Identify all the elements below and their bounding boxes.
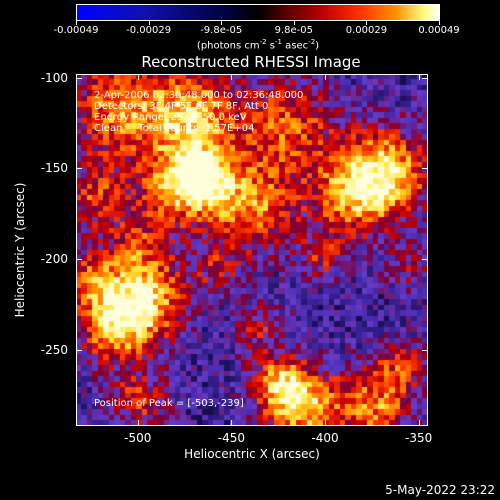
info-detectors: Detectors: 3F 4F 5F 6F 7F 8F, Att 0 (94, 101, 269, 112)
y-tick (422, 168, 428, 170)
x-tick-label: -450 (217, 431, 246, 445)
y-tick-label: -150 (40, 161, 68, 176)
colorbar-tick-label: 0.00049 (418, 25, 460, 36)
peak-position-label: Position of Peak = [-503,-239] (94, 398, 244, 409)
colorbar (76, 4, 440, 21)
y-tick (76, 349, 82, 351)
info-time-range: 2-Apr-2006 02:30:48.000 to 02:36:48.000 (94, 90, 304, 101)
colorbar-tick (221, 21, 223, 25)
colorbar-units: (photons cm-2 s-1 asec-2) (196, 38, 320, 52)
x-tick-label: -500 (124, 431, 152, 445)
y-tick-label: -100 (40, 70, 68, 85)
colorbar-tick (439, 21, 440, 25)
x-tick-label: -400 (311, 431, 339, 445)
x-tick (418, 420, 420, 426)
footer-date: 5-May-2022 23:22 (385, 483, 495, 497)
colorbar-tick-label: -0.00029 (126, 25, 172, 36)
y-tick (422, 349, 428, 351)
x-tick (325, 74, 327, 80)
x-tick (231, 74, 233, 80)
info-energy-range: Energy Range: 25.0 - 50.0 keV (94, 112, 247, 123)
y-axis-label: Heliocentric Y (arcsec) (13, 182, 27, 318)
x-tick (137, 420, 139, 426)
info-clean-counts: Clean Total counts: 1.57E+04 (94, 123, 255, 134)
x-tick-label: -350 (405, 431, 433, 445)
y-tick (422, 77, 428, 79)
colorbar-tick-label: 0.00029 (345, 25, 388, 36)
plot-title: Reconstructed RHESSI Image (141, 53, 361, 71)
y-tick (76, 77, 82, 79)
x-tick (418, 74, 420, 80)
colorbar-tick (366, 21, 368, 25)
colorbar-tick (148, 21, 150, 25)
x-tick (231, 420, 233, 426)
colorbar-tick (293, 21, 295, 25)
y-tick (422, 259, 428, 261)
colorbar-tick-label: -0.00049 (53, 25, 99, 36)
colorbar-tick-label: 9.8e-05 (274, 25, 313, 36)
x-axis-label: Heliocentric X (arcsec) (184, 447, 320, 461)
x-tick (325, 420, 327, 426)
y-tick (76, 168, 82, 170)
rhessi-image-heatmap (76, 74, 428, 426)
y-tick (76, 259, 82, 261)
colorbar-tick (76, 21, 77, 25)
colorbar-tick-label: -9.8e-05 (200, 25, 243, 36)
x-tick (137, 74, 139, 80)
y-tick-label: -200 (40, 252, 68, 267)
y-tick-label: -250 (40, 342, 68, 357)
